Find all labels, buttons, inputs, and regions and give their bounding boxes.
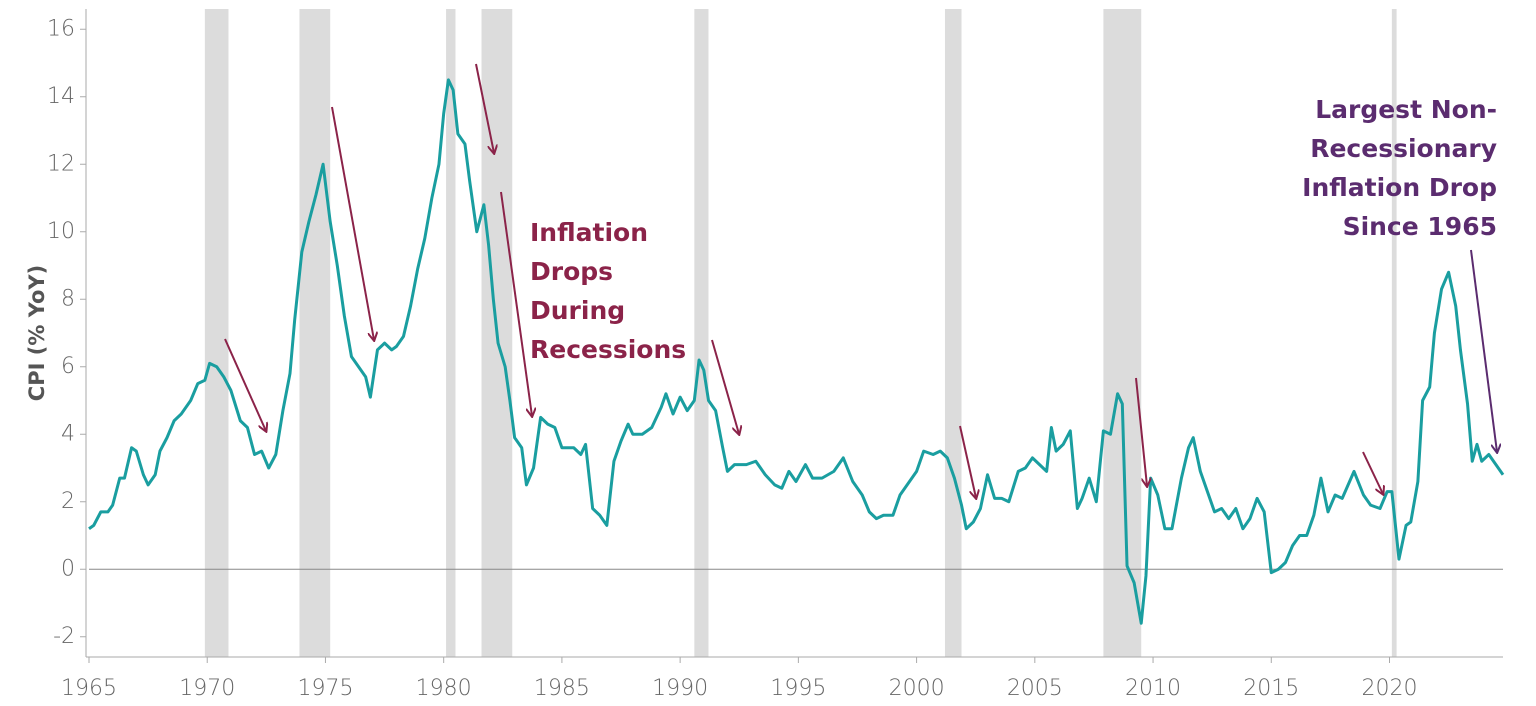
x-tick-label: 2015 xyxy=(1243,676,1299,701)
recession-band xyxy=(1391,9,1397,657)
x-tick-label: 2010 xyxy=(1125,676,1181,701)
y-tick-label: -2 xyxy=(53,624,75,649)
arrow xyxy=(711,339,739,434)
x-tick-label: 1995 xyxy=(770,676,826,701)
x-tick-label: 1975 xyxy=(297,676,353,701)
annotation: Inflation xyxy=(530,218,648,247)
x-tick-label: 2020 xyxy=(1362,676,1418,701)
arrow xyxy=(1362,451,1383,494)
y-tick-label: 12 xyxy=(47,151,75,176)
y-tick-label: 2 xyxy=(61,489,75,514)
arrow xyxy=(331,106,374,340)
x-tick-label: 2000 xyxy=(889,676,945,701)
y-tick-label: 4 xyxy=(61,421,75,446)
annotation: Since 1965 xyxy=(1343,212,1497,241)
annotation: During xyxy=(530,296,625,325)
y-tick-label: 0 xyxy=(61,556,75,581)
arrow xyxy=(224,338,266,431)
recession-band xyxy=(299,9,331,657)
arrow xyxy=(475,63,494,153)
recession-band xyxy=(1103,9,1142,657)
annotation: Largest Non- xyxy=(1315,95,1497,124)
annotation: Recessionary xyxy=(1310,134,1497,163)
arrow xyxy=(1470,249,1497,452)
y-tick-label: 16 xyxy=(47,16,75,41)
x-tick-label: 1970 xyxy=(179,676,235,701)
x-tick-label: 1985 xyxy=(534,676,590,701)
cpi-line xyxy=(88,78,1505,625)
recession-band xyxy=(944,9,962,657)
arrow xyxy=(959,425,976,498)
annotation: Drops xyxy=(530,257,613,286)
y-tick-label: 10 xyxy=(47,219,75,244)
annotation: Inflation Drop xyxy=(1302,173,1497,202)
arrows xyxy=(224,63,1497,498)
x-tick-label: 1965 xyxy=(61,676,117,701)
x-tick-label: 2005 xyxy=(1007,676,1063,701)
recession-band xyxy=(446,9,456,657)
y-tick-label: 6 xyxy=(61,354,75,379)
arrow xyxy=(500,191,532,416)
x-tick-label: 1980 xyxy=(416,676,472,701)
arrow xyxy=(1135,377,1147,486)
y-tick-label: 14 xyxy=(47,84,75,109)
recession-band xyxy=(204,9,229,657)
annotation: Recessions xyxy=(530,335,686,364)
y-axis-label: CPI (% YoY) xyxy=(25,265,49,401)
x-tick-label: 1990 xyxy=(652,676,708,701)
y-tick-label: 8 xyxy=(61,286,75,311)
recession-band xyxy=(694,9,709,657)
